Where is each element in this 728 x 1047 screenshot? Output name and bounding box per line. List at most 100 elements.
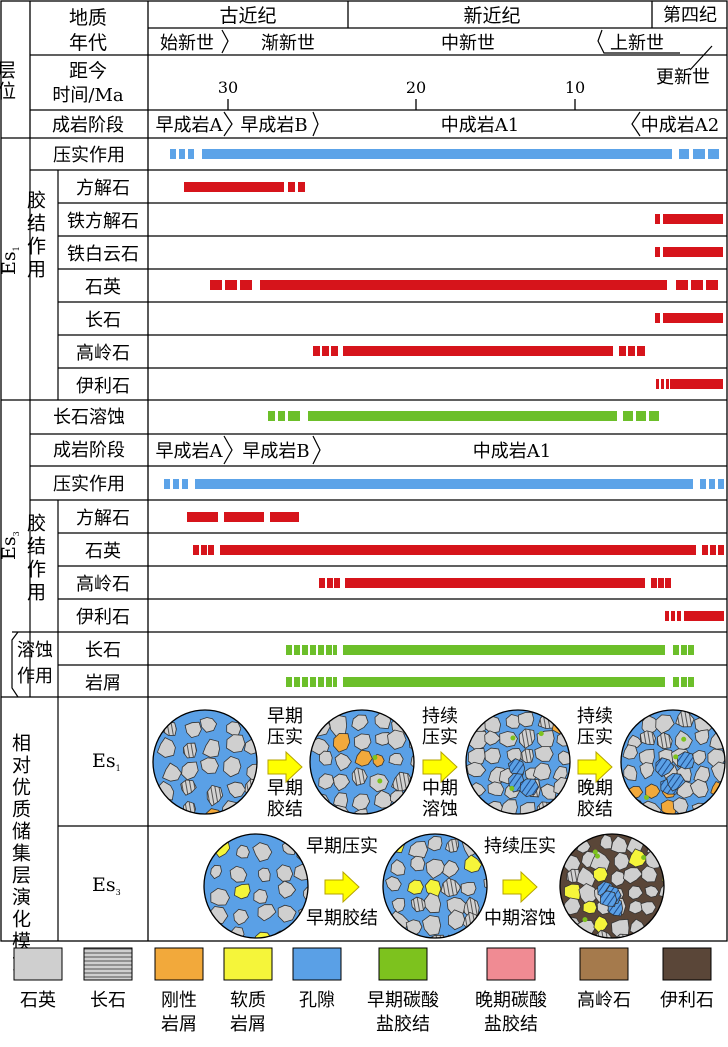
es1-cement-group-label: 胶结作用: [24, 190, 46, 282]
time-label-2: 时间/Ma: [52, 85, 123, 106]
es3-calcite-bar: [187, 512, 299, 522]
es3-feldspar-dissolution-bar: [268, 411, 659, 421]
legend-swatch: [579, 947, 629, 981]
arrow-es1-1: [267, 750, 303, 784]
es3-illite-bar: [665, 611, 724, 621]
es3-step2-bottom: 中期溶蚀: [484, 908, 556, 929]
es3-dissolution-debris: 岩屑: [85, 673, 121, 694]
es1-cement-kaolinite: 高岭石: [76, 343, 130, 364]
es1-step2-top-1: 持续: [422, 706, 458, 727]
header-grid: [0, 0, 728, 942]
arrow-es1-3: [577, 750, 613, 784]
legend-swatch: [83, 947, 133, 981]
thin-section-circles: [152, 709, 726, 939]
es1-step2-top-2: 压实: [422, 727, 458, 748]
es1-cement-calcite: 方解石: [76, 178, 130, 199]
es1-step3-top-1: 持续: [577, 706, 613, 727]
es3-stage-early-b: 早成岩B: [242, 441, 309, 462]
es1-step1-bot-2: 胶结: [267, 799, 303, 820]
es1-cement-ferrocalcite: 铁方解石: [67, 211, 139, 232]
es1-step3-top-2: 压实: [577, 727, 613, 748]
period-paleogene: 古近纪: [219, 5, 276, 27]
epoch-eocene: 始新世: [160, 33, 214, 54]
es1-layer-name: Es1: [0, 246, 21, 275]
es1-circle-3: [465, 709, 571, 815]
legend-label: 孔隙: [299, 990, 335, 1011]
es3-stage-middle-a1: 中成岩A1: [473, 441, 551, 462]
es1-cement-quartz: 石英: [85, 277, 121, 298]
legend-label: 伊利石: [660, 990, 714, 1011]
es1-feldspar-bar: [655, 313, 723, 323]
es1-step3-bot-2: 胶结: [577, 799, 613, 820]
es3-compaction-label: 压实作用: [53, 474, 125, 495]
es3-circle-1: [203, 833, 309, 939]
es3-bars: [164, 411, 724, 687]
legend-swatch: [223, 947, 273, 981]
es1-compaction-label: 压实作用: [53, 145, 125, 166]
epoch-pliocene: 上新世: [610, 33, 664, 54]
legend-label: 晚期碳酸: [475, 990, 547, 1011]
es3-stage-label: 成岩阶段: [53, 440, 125, 461]
es3-kaolinite-bar: [319, 578, 671, 588]
legend-label: 盐胶结: [484, 1014, 538, 1035]
es3-cement-illite: 伊利石: [76, 607, 130, 628]
epoch-miocene: 中新世: [441, 33, 495, 54]
arrow-es3-1: [324, 870, 360, 904]
es1-quartz-bar: [210, 280, 718, 290]
es3-stage-early-a: 早成岩A: [156, 441, 224, 462]
es1-cement-ankerite: 铁白云石: [67, 244, 139, 265]
legend-label: 刚性: [161, 990, 197, 1011]
legend-swatch: [662, 947, 712, 981]
es1-calcite-bar: [184, 182, 305, 192]
legend-item-7: 高岭石: [577, 947, 631, 1011]
time-label-1: 距今: [69, 60, 107, 82]
model-es3-label: Es3: [92, 874, 121, 897]
es3-labels: Es3 长石溶蚀 成岩阶段 早成岩A 早成岩B 中成岩A1 压实作用 胶结作用 …: [0, 407, 551, 694]
es1-circle-4: [620, 709, 726, 815]
es1-ferrocalcite-bar: [655, 214, 723, 224]
stage-early-b: 早成岩B: [240, 115, 307, 136]
legend-label: 软质: [230, 990, 266, 1011]
legend-swatch: [486, 947, 536, 981]
es1-compaction-bar: [170, 149, 719, 159]
es3-grid: [1, 400, 727, 698]
es1-step1-top-1: 早期: [267, 706, 303, 727]
es3-dissolution-debris-bar: [286, 677, 694, 687]
tick-10: 10: [565, 78, 585, 97]
es3-step1-bottom: 早期胶结: [306, 908, 378, 929]
model-es3-steps: 早期压实 早期胶结 持续压实 中期溶蚀: [306, 836, 556, 929]
legend-label: 长石: [90, 990, 126, 1011]
legend-label: 岩屑: [230, 1014, 266, 1035]
model-arrows: [267, 750, 613, 904]
tick-20: 20: [406, 78, 426, 97]
model-grid: [57, 697, 727, 941]
es1-bars: [170, 149, 723, 389]
es3-quartz-bar: [193, 545, 724, 555]
epoch-pleistocene: 更新世: [656, 67, 710, 88]
legend-item-8: 伊利石: [660, 947, 714, 1011]
es3-dissolution-group-1: 溶蚀: [17, 640, 53, 661]
era-label-1: 地质: [69, 7, 107, 29]
es1-step3-bot-1: 晚期: [577, 778, 613, 799]
es3-cement-calcite: 方解石: [76, 508, 130, 529]
period-neogene: 新近纪: [463, 5, 520, 27]
legend-item-4: 孔隙: [292, 947, 342, 1011]
legend-swatch: [378, 947, 428, 981]
es3-step2-top: 持续压实: [484, 836, 556, 857]
es1-illite-bar: [656, 379, 723, 389]
tick-30: 30: [218, 78, 238, 97]
legend-label: 石英: [20, 990, 56, 1011]
legend-swatch: [154, 947, 204, 981]
es3-cement-quartz: 石英: [85, 541, 121, 562]
legend-label: 盐胶结: [376, 1014, 430, 1035]
arrow-es1-2: [422, 750, 458, 784]
es3-circle-3: [559, 833, 665, 939]
era-label-2: 年代: [69, 32, 107, 54]
es3-layer-name: Es3: [0, 531, 21, 560]
model-labels: 相对优质储集层演化模式 Es1 Es3: [9, 733, 121, 975]
